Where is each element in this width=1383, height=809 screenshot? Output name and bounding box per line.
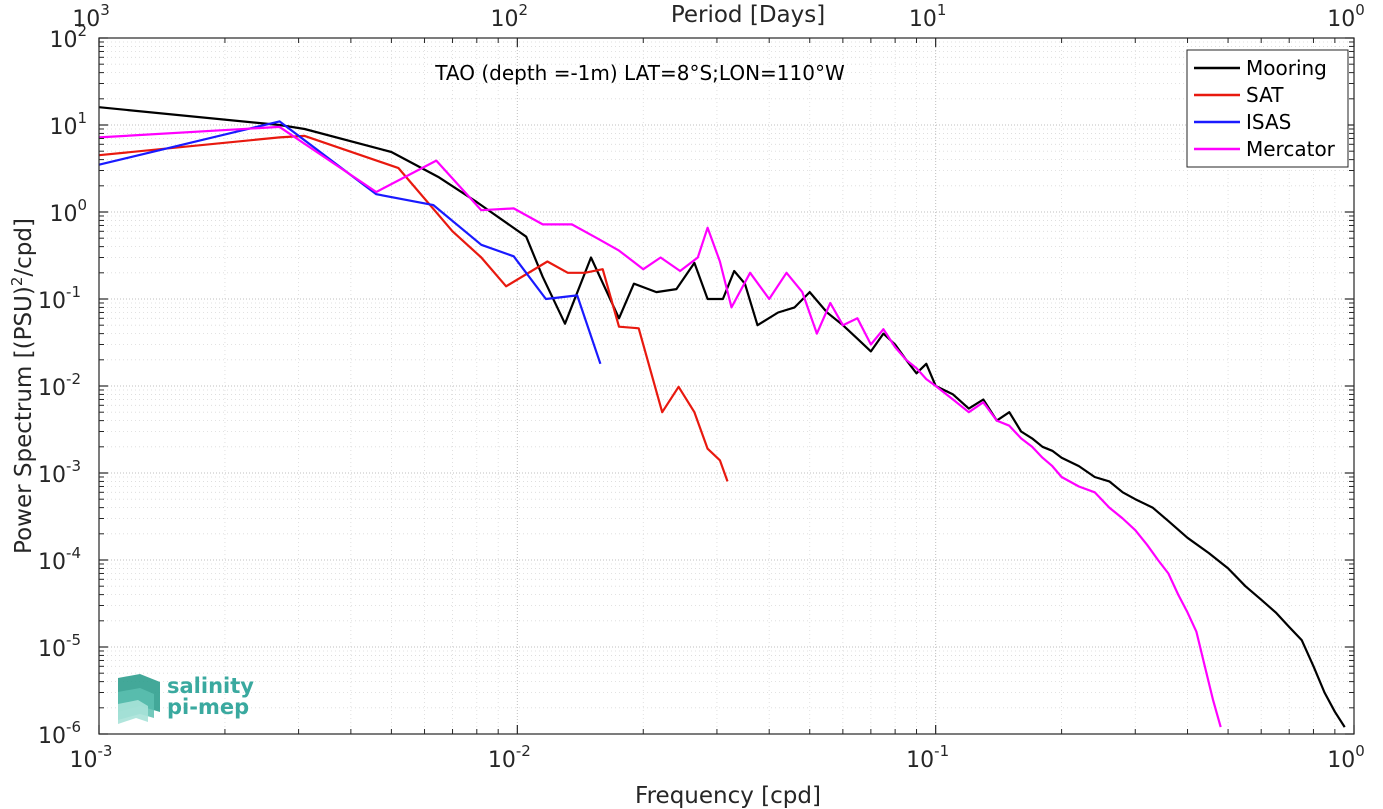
y-tick-label-exp: 0 <box>77 196 87 214</box>
top-x-tick-label: 100 <box>1327 1 1365 32</box>
y-axis-label-main: Power Spectrum [(PSU) <box>11 286 37 554</box>
top-x-tick-label: 101 <box>909 1 947 32</box>
y-tick-label-base: 10 <box>38 376 66 401</box>
top-x-tick-label-base: 10 <box>1327 7 1355 32</box>
y-tick-label: 10-4 <box>38 544 81 575</box>
top-x-tick-label: 102 <box>491 1 529 32</box>
tick-marks <box>98 37 1355 735</box>
x-tick-label: 10-1 <box>906 742 949 773</box>
legend-label-isas: ISAS <box>1246 110 1291 134</box>
y-tick-label-exp: 1 <box>77 109 87 127</box>
logo-text-line2: pi-mep <box>167 695 249 719</box>
y-axis-label: Power Spectrum [(PSU)2/cpd] <box>8 218 37 554</box>
legend-label-mercator: Mercator <box>1246 137 1336 161</box>
y-tick-label-exp: -2 <box>66 370 81 388</box>
y-tick-label: 10-6 <box>38 718 81 749</box>
top-x-tick-label-exp: 2 <box>519 1 529 19</box>
y-tick-label-base: 10 <box>38 637 66 662</box>
top-x-tick-label: 103 <box>72 1 110 32</box>
y-tick-label: 10-5 <box>38 631 81 662</box>
series-line-sat <box>98 134 729 482</box>
series-layer <box>98 106 1346 728</box>
x-tick-label: 100 <box>1327 742 1365 773</box>
y-tick-label-base: 10 <box>49 115 77 140</box>
y-tick-label: 10-2 <box>38 370 81 401</box>
top-x-tick-label-exp: 1 <box>937 1 947 19</box>
y-tick-label: 100 <box>49 196 87 227</box>
y-tick-label: 101 <box>49 109 87 140</box>
top-x-tick-label-exp: 0 <box>1355 1 1365 19</box>
top-x-tick-label-exp: 3 <box>100 1 110 19</box>
y-tick-label: 10-1 <box>38 283 81 314</box>
y-tick-label-base: 10 <box>49 28 77 53</box>
y-axis-label-sup: 2 <box>8 277 26 287</box>
x-tick-label-exp: -1 <box>934 742 949 760</box>
series-line-isas <box>98 120 602 365</box>
y-tick-label-exp: -5 <box>66 631 81 649</box>
tick-labels: 10-310310-210210-110110010010210110010-1… <box>38 1 1365 773</box>
y-tick-label-exp: 2 <box>77 22 87 40</box>
y-tick-label-base: 10 <box>49 202 77 227</box>
logo-mark-front <box>118 700 148 724</box>
x-tick-label-base: 10 <box>906 748 934 773</box>
series-line-mooring <box>98 106 1346 728</box>
x-tick-label: 10-3 <box>70 742 113 773</box>
top-x-tick-label-base: 10 <box>72 7 100 32</box>
x-tick-label-exp: -3 <box>98 742 113 760</box>
y-tick-label-base: 10 <box>38 724 66 749</box>
legend-box <box>1186 49 1349 168</box>
y-tick-label-base: 10 <box>38 463 66 488</box>
x-tick-label-exp: 0 <box>1355 742 1365 760</box>
y-tick-label: 102 <box>49 22 87 53</box>
x-axis-label: Frequency [cpd] <box>635 783 821 809</box>
x-tick-label-exp: -2 <box>516 742 531 760</box>
y-tick-label-exp: -4 <box>66 544 81 562</box>
minor-grid <box>99 38 1354 734</box>
x-tick-label-base: 10 <box>488 748 516 773</box>
salinity-pi-mep-logo: salinity pi-mep <box>118 674 254 724</box>
x-tick-label-base: 10 <box>70 748 98 773</box>
series-line-mercator <box>98 125 1222 728</box>
y-tick-label-exp: -3 <box>66 457 81 475</box>
legend-label-sat: SAT <box>1246 83 1284 107</box>
y-tick-label: 10-3 <box>38 457 81 488</box>
y-tick-label-exp: -1 <box>66 283 81 301</box>
x-tick-label-base: 10 <box>1327 748 1355 773</box>
top-x-axis-label: Period [Days] <box>671 2 825 28</box>
legend-label-mooring: Mooring <box>1246 56 1327 80</box>
chart-title: TAO (depth =-1m) LAT=8°S;LON=110°W <box>434 61 845 85</box>
y-tick-label-exp: -6 <box>66 718 81 736</box>
y-tick-label-base: 10 <box>38 289 66 314</box>
top-x-tick-label-base: 10 <box>909 7 937 32</box>
legend: Mooring SAT ISAS Mercator <box>1186 49 1349 168</box>
top-x-tick-label-base: 10 <box>491 7 519 32</box>
y-axis-label-tail: /cpd] <box>11 218 37 277</box>
y-tick-label-base: 10 <box>38 550 66 575</box>
x-tick-label: 10-2 <box>488 742 531 773</box>
logo-text-line1: salinity <box>167 674 254 698</box>
